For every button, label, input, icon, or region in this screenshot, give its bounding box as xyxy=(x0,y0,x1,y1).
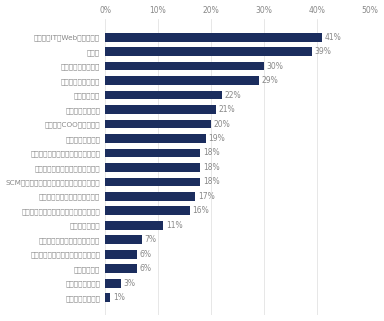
Bar xyxy=(105,192,195,201)
Text: 17%: 17% xyxy=(198,192,215,201)
Text: 11%: 11% xyxy=(166,221,183,230)
Text: 29%: 29% xyxy=(262,76,278,85)
Bar xyxy=(105,105,216,114)
Bar xyxy=(105,279,121,288)
Text: 41%: 41% xyxy=(325,33,342,42)
Bar xyxy=(105,163,200,172)
Bar xyxy=(105,206,190,215)
Text: 39%: 39% xyxy=(314,47,331,56)
Bar xyxy=(105,149,200,157)
Bar xyxy=(105,293,110,302)
Bar xyxy=(105,178,200,186)
Text: 18%: 18% xyxy=(203,163,220,172)
Bar xyxy=(105,265,137,273)
Text: 19%: 19% xyxy=(209,134,225,143)
Text: 20%: 20% xyxy=(214,119,230,128)
Text: 7%: 7% xyxy=(145,235,157,244)
Bar xyxy=(105,47,312,56)
Bar xyxy=(105,134,206,143)
Bar xyxy=(105,235,142,244)
Bar xyxy=(105,250,137,259)
Text: 3%: 3% xyxy=(124,279,136,288)
Text: 18%: 18% xyxy=(203,178,220,187)
Text: 16%: 16% xyxy=(192,206,209,215)
Text: 21%: 21% xyxy=(219,105,236,114)
Bar xyxy=(105,221,163,230)
Text: 30%: 30% xyxy=(266,62,283,71)
Text: 18%: 18% xyxy=(203,148,220,158)
Text: 6%: 6% xyxy=(139,250,151,259)
Text: 22%: 22% xyxy=(224,91,241,100)
Bar xyxy=(105,120,211,128)
Bar xyxy=(105,91,222,100)
Bar xyxy=(105,62,264,71)
Text: 6%: 6% xyxy=(139,264,151,273)
Text: 1%: 1% xyxy=(113,293,125,302)
Bar xyxy=(105,33,322,41)
Bar xyxy=(105,76,259,85)
